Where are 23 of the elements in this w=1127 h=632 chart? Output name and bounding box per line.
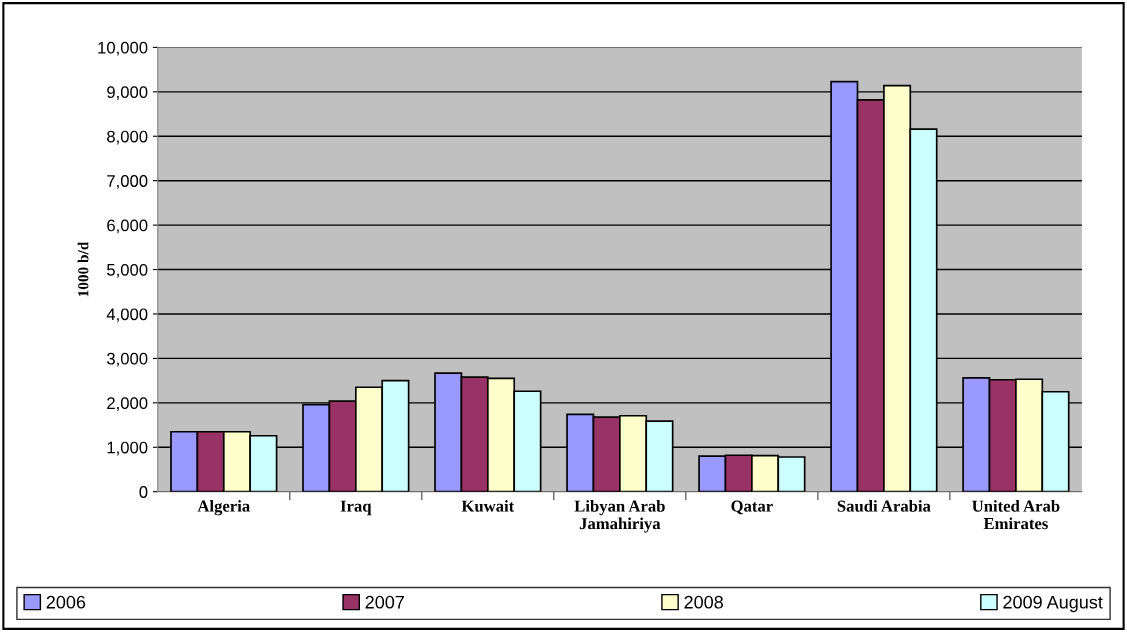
y-tick-label: 0 bbox=[139, 486, 148, 498]
x-tick-label: Qatar bbox=[731, 500, 773, 515]
y-tick-label: 9,000 bbox=[107, 86, 148, 100]
x-tick-label: Kuwait bbox=[461, 500, 515, 512]
y-tick-label: 2,000 bbox=[107, 397, 148, 412]
y-tick-label: 8,000 bbox=[107, 130, 148, 145]
x-tick-label: Iraq bbox=[340, 500, 372, 516]
y-tick-label: 10,000 bbox=[98, 41, 148, 56]
y-tick-label: 6,000 bbox=[107, 219, 148, 234]
x-tick-label: Algeria bbox=[197, 500, 250, 516]
x-tick-label: Saudi Arabia bbox=[837, 500, 931, 512]
x-tick-label: Libyan Arab Jamahiriya bbox=[574, 500, 665, 533]
y-axis-title: 1000 b/d bbox=[77, 241, 89, 297]
y-tick-label: 4,000 bbox=[106, 308, 148, 323]
y-tick-label: 5,000 bbox=[107, 263, 148, 278]
legend-label: 2009 August bbox=[1003, 595, 1103, 613]
legend-label: 2006 bbox=[46, 595, 86, 609]
y-tick-label: 3,000 bbox=[106, 352, 148, 367]
legend-label: 2007 bbox=[365, 595, 404, 609]
legend-label: 2008 bbox=[684, 595, 723, 609]
y-tick-label: 1,000 bbox=[107, 441, 148, 456]
x-tick-label: United Arab Emirates bbox=[972, 500, 1060, 530]
y-tick-label: 7,000 bbox=[107, 175, 148, 189]
